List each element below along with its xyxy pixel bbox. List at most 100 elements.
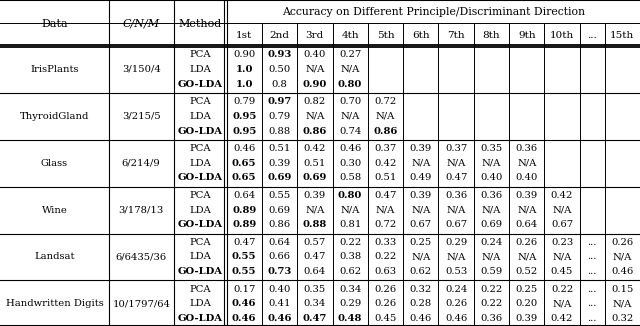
Text: 1.0: 1.0 <box>236 80 253 89</box>
Text: 1.0: 1.0 <box>236 65 253 74</box>
Text: 0.33: 0.33 <box>374 238 397 247</box>
Text: N/A: N/A <box>376 206 395 215</box>
Text: 0.39: 0.39 <box>410 144 432 153</box>
Text: 0.34: 0.34 <box>339 285 362 294</box>
Text: PCA: PCA <box>189 285 211 294</box>
Text: 0.67: 0.67 <box>551 220 573 229</box>
Text: PCA: PCA <box>189 191 211 200</box>
Text: 0.41: 0.41 <box>268 299 291 308</box>
Text: ...: ... <box>588 299 597 308</box>
Text: 0.46: 0.46 <box>339 144 362 153</box>
Text: N/A: N/A <box>552 299 572 308</box>
Text: 0.50: 0.50 <box>268 65 291 74</box>
Text: 6/214/9: 6/214/9 <box>122 159 161 168</box>
Text: 0.39: 0.39 <box>516 314 538 323</box>
Text: 0.51: 0.51 <box>303 159 326 168</box>
Text: GO-LDA: GO-LDA <box>177 267 223 276</box>
Text: 0.72: 0.72 <box>374 97 397 106</box>
Text: N/A: N/A <box>482 252 501 261</box>
Text: 1st: 1st <box>236 31 252 40</box>
Text: 10/1797/64: 10/1797/64 <box>112 299 170 308</box>
Text: PCA: PCA <box>189 144 211 153</box>
Text: N/A: N/A <box>411 206 431 215</box>
Text: 0.73: 0.73 <box>268 267 292 276</box>
Text: IrisPlants: IrisPlants <box>30 65 79 74</box>
Text: GO-LDA: GO-LDA <box>177 173 223 183</box>
Text: 0.20: 0.20 <box>516 299 538 308</box>
Text: LDA: LDA <box>189 112 211 121</box>
Text: ...: ... <box>588 285 597 294</box>
Text: 0.22: 0.22 <box>551 285 573 294</box>
Text: N/A: N/A <box>482 206 501 215</box>
Text: 0.42: 0.42 <box>551 314 573 323</box>
Text: N/A: N/A <box>552 252 572 261</box>
Text: 3rd: 3rd <box>306 31 324 40</box>
Text: 0.67: 0.67 <box>445 220 467 229</box>
Text: N/A: N/A <box>517 159 536 168</box>
Text: 7th: 7th <box>447 31 465 40</box>
Text: Method: Method <box>179 19 221 29</box>
Text: 0.26: 0.26 <box>516 238 538 247</box>
Text: 8th: 8th <box>483 31 500 40</box>
Text: PCA: PCA <box>189 238 211 247</box>
Text: 0.59: 0.59 <box>480 267 502 276</box>
Text: 0.46: 0.46 <box>445 314 467 323</box>
Text: 0.64: 0.64 <box>516 220 538 229</box>
Text: 0.88: 0.88 <box>268 126 291 136</box>
Text: 0.63: 0.63 <box>374 267 397 276</box>
Text: 0.37: 0.37 <box>374 144 397 153</box>
Text: 0.30: 0.30 <box>339 159 362 168</box>
Text: 0.58: 0.58 <box>339 173 362 183</box>
Text: 0.42: 0.42 <box>303 144 326 153</box>
Text: 5th: 5th <box>377 31 394 40</box>
Text: 0.26: 0.26 <box>374 299 397 308</box>
Text: 0.97: 0.97 <box>268 97 292 106</box>
Text: N/A: N/A <box>340 112 360 121</box>
Text: LDA: LDA <box>189 252 211 261</box>
Text: 0.89: 0.89 <box>232 206 257 215</box>
Text: 0.80: 0.80 <box>338 80 362 89</box>
Text: 0.46: 0.46 <box>232 299 257 308</box>
Text: 0.8: 0.8 <box>271 80 287 89</box>
Text: 0.86: 0.86 <box>303 126 327 136</box>
Text: 0.47: 0.47 <box>374 191 397 200</box>
Text: 0.40: 0.40 <box>480 173 502 183</box>
Text: 0.90: 0.90 <box>303 80 327 89</box>
Text: 0.79: 0.79 <box>268 112 291 121</box>
Text: 0.67: 0.67 <box>410 220 432 229</box>
Text: PCA: PCA <box>189 50 211 59</box>
Text: 6/6435/36: 6/6435/36 <box>116 252 167 261</box>
Text: N/A: N/A <box>517 252 536 261</box>
Text: N/A: N/A <box>447 206 466 215</box>
Text: N/A: N/A <box>305 206 324 215</box>
Text: 0.36: 0.36 <box>481 191 502 200</box>
Text: ThyroidGland: ThyroidGland <box>20 112 89 121</box>
Text: N/A: N/A <box>305 65 324 74</box>
Text: 0.86: 0.86 <box>373 126 397 136</box>
Text: Accuracy on Different Principle/Discriminant Direction: Accuracy on Different Principle/Discrimi… <box>282 7 585 17</box>
Text: 0.36: 0.36 <box>445 191 467 200</box>
Text: 0.39: 0.39 <box>516 191 538 200</box>
Text: 0.46: 0.46 <box>232 314 257 323</box>
Text: ...: ... <box>588 238 597 247</box>
Text: 0.45: 0.45 <box>551 267 573 276</box>
Text: Glass: Glass <box>41 159 68 168</box>
Text: 0.74: 0.74 <box>339 126 362 136</box>
Text: 0.48: 0.48 <box>338 314 362 323</box>
Text: 0.36: 0.36 <box>516 144 538 153</box>
Text: 0.47: 0.47 <box>303 252 326 261</box>
Text: 0.26: 0.26 <box>374 285 397 294</box>
Text: Wine: Wine <box>42 206 67 215</box>
Text: N/A: N/A <box>612 299 632 308</box>
Text: 0.29: 0.29 <box>339 299 362 308</box>
Text: 0.34: 0.34 <box>303 299 326 308</box>
Text: 0.29: 0.29 <box>445 238 467 247</box>
Text: LDA: LDA <box>189 299 211 308</box>
Text: N/A: N/A <box>552 206 572 215</box>
Text: 0.70: 0.70 <box>339 97 362 106</box>
Text: 0.51: 0.51 <box>268 144 291 153</box>
Text: N/A: N/A <box>340 206 360 215</box>
Text: N/A: N/A <box>411 159 431 168</box>
Text: ...: ... <box>588 31 597 40</box>
Text: 0.95: 0.95 <box>232 126 257 136</box>
